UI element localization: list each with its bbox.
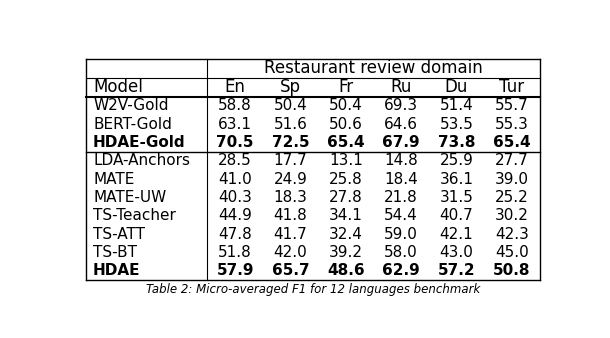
Text: 41.0: 41.0 xyxy=(218,172,252,187)
Text: 40.7: 40.7 xyxy=(440,208,473,223)
Text: 27.8: 27.8 xyxy=(329,190,363,205)
Text: 14.8: 14.8 xyxy=(384,153,418,168)
Text: 65.4: 65.4 xyxy=(493,135,531,150)
Text: 42.3: 42.3 xyxy=(495,227,529,242)
Text: 42.1: 42.1 xyxy=(440,227,473,242)
Text: 70.5: 70.5 xyxy=(217,135,254,150)
Text: 24.9: 24.9 xyxy=(273,172,307,187)
Text: Table 2: Micro-averaged F1 for 12 languages benchmark: Table 2: Micro-averaged F1 for 12 langua… xyxy=(146,283,479,296)
Text: 36.1: 36.1 xyxy=(440,172,473,187)
Text: 28.5: 28.5 xyxy=(218,153,252,168)
Text: W2V-Gold: W2V-Gold xyxy=(93,98,168,113)
Text: 55.3: 55.3 xyxy=(495,117,529,131)
Text: 64.6: 64.6 xyxy=(384,117,418,131)
Text: MATE-UW: MATE-UW xyxy=(93,190,167,205)
Text: HDAE: HDAE xyxy=(93,263,140,278)
Text: MATE: MATE xyxy=(93,172,134,187)
Text: Du: Du xyxy=(445,78,468,96)
Text: 65.4: 65.4 xyxy=(327,135,365,150)
Text: 72.5: 72.5 xyxy=(271,135,309,150)
Text: 32.4: 32.4 xyxy=(329,227,363,242)
Text: 18.4: 18.4 xyxy=(384,172,418,187)
Text: 55.7: 55.7 xyxy=(495,98,529,113)
Text: 51.4: 51.4 xyxy=(440,98,473,113)
Text: 30.2: 30.2 xyxy=(495,208,529,223)
Text: Tur: Tur xyxy=(500,78,525,96)
Text: 50.6: 50.6 xyxy=(329,117,363,131)
Text: 39.0: 39.0 xyxy=(495,172,529,187)
Text: 25.9: 25.9 xyxy=(440,153,473,168)
Text: 25.8: 25.8 xyxy=(329,172,363,187)
Text: 51.6: 51.6 xyxy=(273,117,307,131)
Text: 67.9: 67.9 xyxy=(382,135,420,150)
Text: 58.8: 58.8 xyxy=(218,98,252,113)
Text: 50.4: 50.4 xyxy=(329,98,363,113)
Text: 41.8: 41.8 xyxy=(274,208,307,223)
Text: 25.2: 25.2 xyxy=(495,190,529,205)
Text: TS-ATT: TS-ATT xyxy=(93,227,145,242)
Text: 43.0: 43.0 xyxy=(440,245,473,260)
Text: TS-BT: TS-BT xyxy=(93,245,137,260)
Text: 53.5: 53.5 xyxy=(440,117,473,131)
Text: 40.3: 40.3 xyxy=(218,190,252,205)
Text: 47.8: 47.8 xyxy=(218,227,252,242)
Text: 73.8: 73.8 xyxy=(438,135,475,150)
Text: 63.1: 63.1 xyxy=(218,117,252,131)
Text: 48.6: 48.6 xyxy=(327,263,365,278)
Text: 50.8: 50.8 xyxy=(493,263,531,278)
Text: 65.7: 65.7 xyxy=(271,263,309,278)
Text: 18.3: 18.3 xyxy=(273,190,307,205)
Text: 57.2: 57.2 xyxy=(438,263,475,278)
Text: 39.2: 39.2 xyxy=(329,245,363,260)
Text: 50.4: 50.4 xyxy=(274,98,307,113)
Text: En: En xyxy=(224,78,246,96)
Text: HDAE-Gold: HDAE-Gold xyxy=(93,135,185,150)
Text: 59.0: 59.0 xyxy=(384,227,418,242)
Text: 44.9: 44.9 xyxy=(218,208,252,223)
Text: 54.4: 54.4 xyxy=(384,208,418,223)
Text: 51.8: 51.8 xyxy=(218,245,252,260)
Text: 34.1: 34.1 xyxy=(329,208,363,223)
Text: Sp: Sp xyxy=(280,78,301,96)
Text: Model: Model xyxy=(93,78,143,96)
Text: LDA-Anchors: LDA-Anchors xyxy=(93,153,190,168)
Text: BERT-Gold: BERT-Gold xyxy=(93,117,172,131)
Text: 17.7: 17.7 xyxy=(274,153,307,168)
Text: 13.1: 13.1 xyxy=(329,153,363,168)
Text: 42.0: 42.0 xyxy=(274,245,307,260)
Text: 69.3: 69.3 xyxy=(384,98,418,113)
Text: Ru: Ru xyxy=(390,78,412,96)
Text: 58.0: 58.0 xyxy=(384,245,418,260)
Text: Fr: Fr xyxy=(339,78,353,96)
Text: 45.0: 45.0 xyxy=(495,245,529,260)
Text: 21.8: 21.8 xyxy=(384,190,418,205)
Text: 62.9: 62.9 xyxy=(382,263,420,278)
Text: 31.5: 31.5 xyxy=(440,190,473,205)
Text: Restaurant review domain: Restaurant review domain xyxy=(264,59,483,77)
Text: 41.7: 41.7 xyxy=(274,227,307,242)
Text: TS-Teacher: TS-Teacher xyxy=(93,208,176,223)
Text: 27.7: 27.7 xyxy=(495,153,529,168)
Text: 57.9: 57.9 xyxy=(217,263,254,278)
